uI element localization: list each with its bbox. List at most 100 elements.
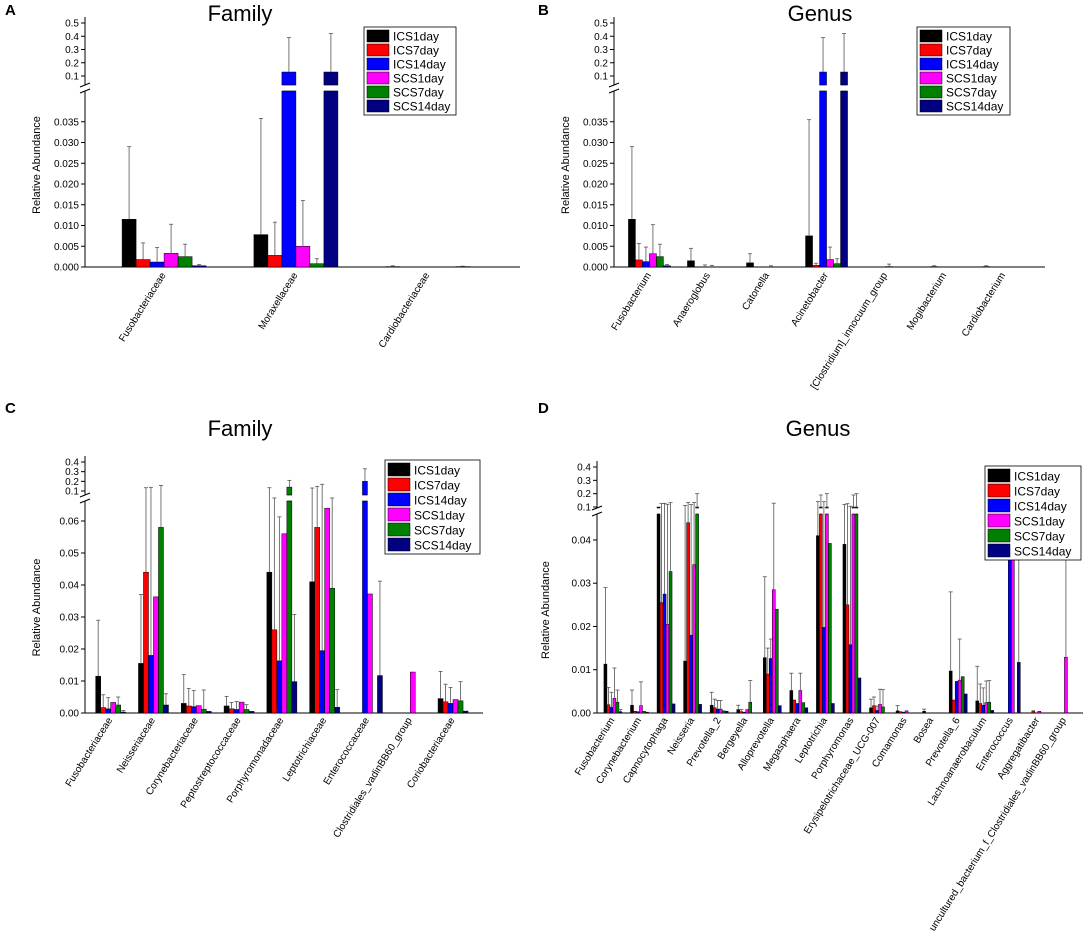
bar	[649, 253, 657, 268]
bar	[769, 658, 773, 714]
axis-break-marker	[79, 82, 91, 94]
bar	[671, 703, 676, 714]
y-tick-label: 0.005	[54, 242, 79, 253]
category-label: Mogibacterium	[905, 271, 949, 332]
bar	[805, 235, 813, 268]
bar	[851, 506, 856, 714]
y-tick-label: 0.04	[60, 581, 80, 592]
axis-break-marker	[591, 505, 603, 517]
category-label: Enterococcaceae	[322, 715, 373, 787]
bar	[295, 246, 311, 268]
legend-label: SCS1day	[414, 509, 465, 523]
bar	[615, 701, 620, 714]
bar	[442, 701, 449, 714]
legend-label: ICS14day	[1014, 500, 1067, 514]
bar	[291, 681, 298, 714]
bar	[309, 581, 315, 714]
bar	[148, 655, 154, 714]
bar	[462, 710, 469, 714]
bar	[957, 679, 962, 714]
legend-label: ICS1day	[1014, 470, 1060, 484]
legend-label: SCS14day	[946, 100, 1003, 114]
y-tick-label: 0.01	[60, 677, 80, 688]
bar	[857, 677, 862, 714]
bar	[822, 627, 826, 714]
category-label: Anaeroglobus	[671, 271, 713, 329]
panel-letter: B	[538, 2, 549, 19]
bar	[984, 702, 988, 714]
axis-break-marker	[79, 492, 91, 504]
y-tick-label: 0.03	[60, 613, 80, 624]
legend-swatch	[366, 85, 390, 99]
bar	[228, 708, 235, 714]
bar	[635, 259, 643, 268]
y-tick-label: 0.1	[577, 503, 591, 514]
bar-break-gap	[818, 508, 823, 514]
y-tick-label: 0.02	[572, 622, 592, 633]
bar	[636, 711, 640, 714]
bar	[1037, 711, 1042, 714]
bar	[922, 711, 926, 714]
bar-break-gap	[695, 508, 700, 514]
panel-letter: C	[5, 400, 16, 417]
bar	[978, 703, 982, 714]
category-label: Fusobacteriaceae	[117, 270, 169, 344]
bar	[181, 703, 187, 714]
bar	[745, 709, 749, 714]
legend-swatch	[987, 513, 1011, 528]
bar	[772, 589, 776, 714]
bar	[840, 71, 848, 268]
bar	[603, 663, 608, 714]
legend-swatch	[919, 43, 943, 57]
bar	[869, 707, 873, 714]
category-label: Acinetobacter	[789, 270, 831, 328]
bar	[689, 634, 693, 714]
bar	[276, 660, 283, 714]
bar	[775, 608, 779, 714]
bar	[718, 708, 723, 714]
bar	[842, 544, 847, 714]
y-tick-label: 0.03	[572, 579, 592, 590]
legend-swatch	[987, 543, 1011, 558]
bar	[1031, 710, 1036, 714]
bar	[766, 673, 770, 714]
bar	[948, 670, 953, 714]
bar	[819, 71, 827, 268]
bar	[746, 262, 754, 268]
bar-break-gap	[840, 85, 849, 91]
y-tick-label: 0.035	[583, 117, 608, 128]
bar	[100, 707, 106, 714]
panel-letter: D	[538, 400, 549, 417]
bar	[831, 703, 835, 714]
bar	[789, 690, 794, 714]
y-tick-label: 0.3	[577, 476, 591, 487]
legend-swatch	[387, 537, 411, 552]
legend-swatch	[919, 29, 943, 43]
legend-label: ICS7day	[1014, 485, 1060, 499]
bar	[656, 506, 661, 714]
bar	[138, 663, 144, 714]
legend-swatch	[366, 29, 390, 43]
y-tick-label: 0.2	[65, 477, 79, 488]
bar	[377, 675, 383, 714]
legend-swatch	[987, 498, 1011, 513]
bar	[795, 703, 800, 714]
legend: ICS1dayICS7dayICS14daySCS1daySCS7daySCS1…	[984, 465, 1082, 561]
category-label: Clostridiales_vadinBB60_group	[332, 715, 416, 840]
y-tick-label: 0.020	[54, 180, 79, 191]
panel-letter: A	[5, 2, 16, 19]
bar	[881, 706, 885, 714]
legend-swatch	[387, 492, 411, 507]
y-tick-label: 0.1	[65, 487, 79, 498]
bar	[243, 709, 250, 714]
bar	[659, 602, 664, 714]
bar	[742, 711, 746, 714]
bar	[286, 486, 293, 714]
bar	[695, 506, 699, 714]
bar	[609, 707, 614, 714]
legend-swatch	[366, 43, 390, 57]
bar	[687, 260, 695, 268]
bar	[987, 701, 991, 714]
panel-title: Family	[208, 1, 273, 26]
bar	[692, 564, 696, 714]
